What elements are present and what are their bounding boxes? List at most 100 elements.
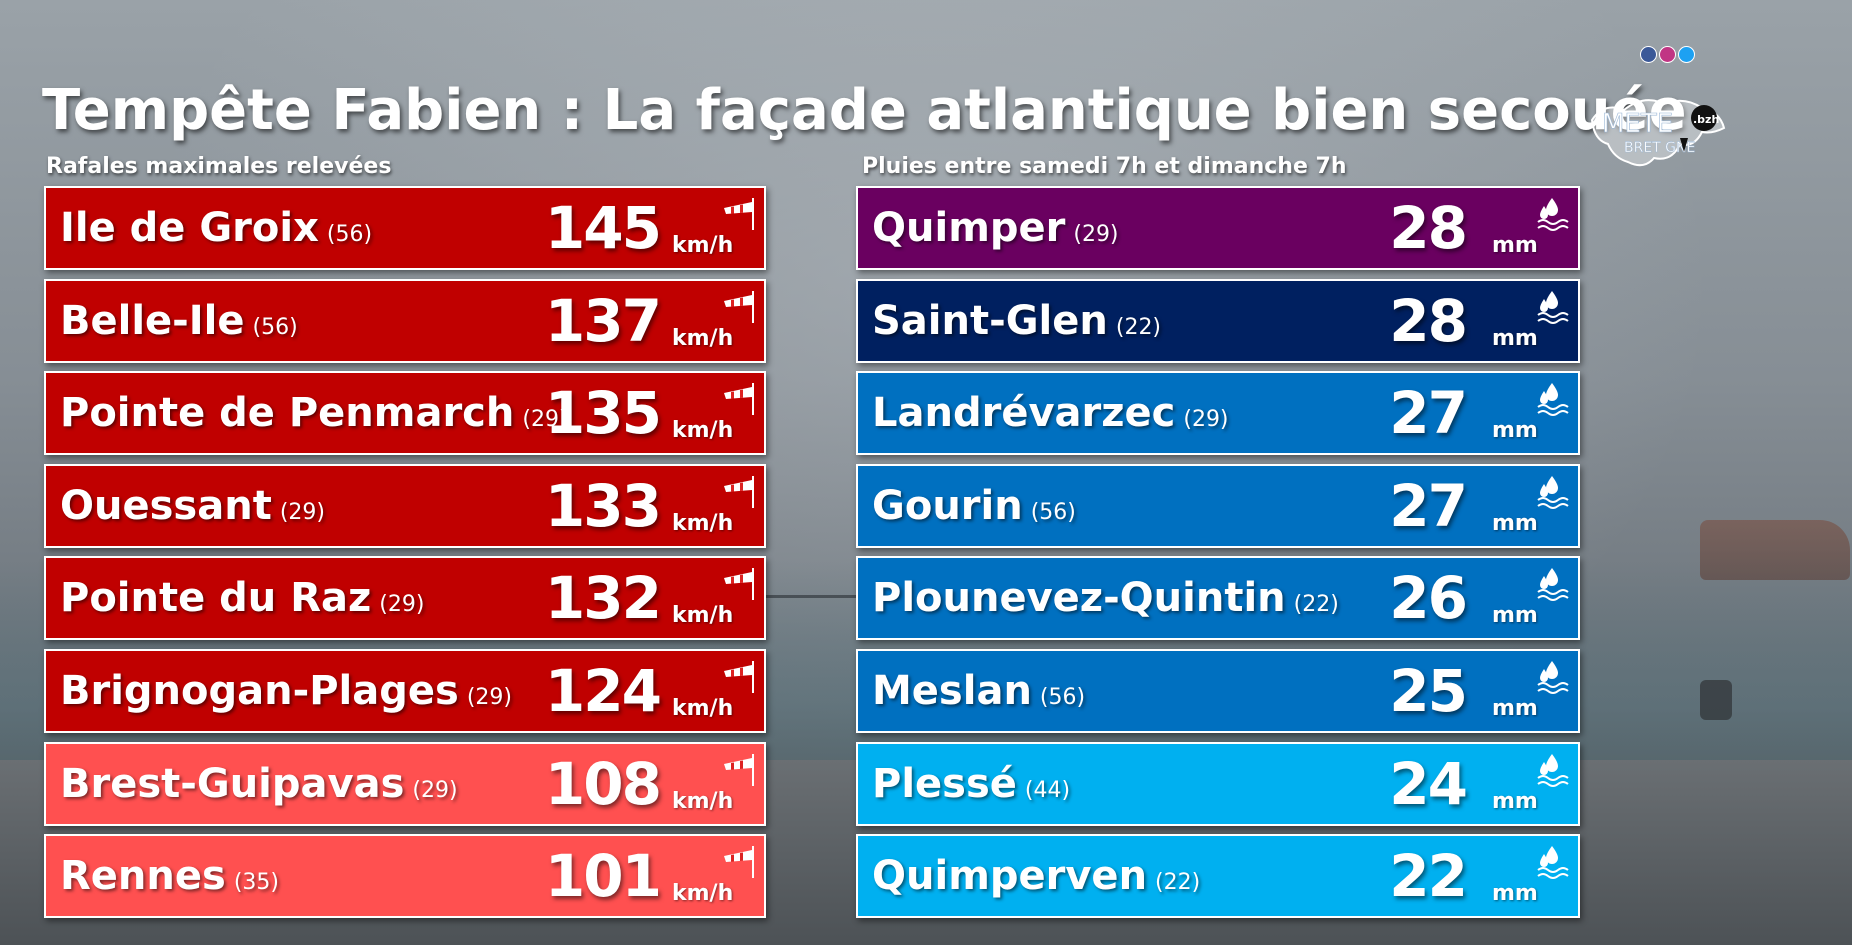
department-code: (29) (279, 499, 325, 525)
department-code: (29) (466, 684, 512, 710)
rain-row: Meslan (56) 25 mm (856, 648, 1580, 733)
department-code: (56) (326, 222, 373, 247)
department-code: (29) (1073, 222, 1119, 247)
social-icons (1640, 46, 1695, 63)
gust-unit: km/h (672, 603, 734, 629)
rain-value: 22 (1389, 842, 1468, 911)
rain-unit: mm (1492, 233, 1538, 258)
gust-value: 124 (544, 656, 662, 725)
gust-unit: km/h (672, 788, 734, 814)
station-name: Ile de Groix (56) (60, 205, 372, 251)
station-name: Meslan (56) (872, 668, 1085, 714)
rain-row: Landrévarzec (29) 27 mm (856, 371, 1580, 456)
rain-row: Plounevez-Quintin (22) 26 mm (856, 556, 1580, 641)
rain-drops-icon (1534, 196, 1570, 232)
gust-unit: km/h (672, 510, 734, 536)
gust-unit: km/h (672, 233, 734, 258)
windsock-icon (720, 474, 756, 510)
station-name: Plessé (44) (872, 761, 1070, 807)
rain-row: Gourin (56) 27 mm (856, 463, 1580, 548)
station-label: Quimperven (872, 853, 1148, 900)
station-label: Belle-Ile (60, 297, 245, 344)
rain-unit: mm (1492, 325, 1538, 351)
rain-row: Plessé (44) 24 mm (856, 741, 1580, 826)
station-label: Saint-Glen (872, 297, 1108, 344)
rain-unit: mm (1492, 695, 1538, 721)
department-code: (29) (379, 592, 425, 618)
station-name: Saint-Glen (22) (872, 298, 1161, 344)
gust-row: Brest-Guipavas (29) 108 km/h (44, 741, 766, 826)
gust-row: Pointe du Raz (29) 132 km/h (44, 556, 766, 641)
department-code: (22) (1155, 870, 1201, 896)
instagram-icon[interactable] (1659, 46, 1676, 63)
rain-unit: mm (1492, 881, 1538, 907)
gust-value: 137 (544, 286, 662, 355)
station-name: Quimperven (22) (872, 853, 1200, 899)
windsock-icon (720, 289, 756, 325)
windsock-icon (720, 659, 756, 695)
station-label: Quimper (872, 205, 1066, 251)
gust-row: Pointe de Penmarch (29) 135 km/h (44, 371, 766, 456)
rain-list: Quimper (29) 28 mm Saint-Glen (22) 28 mm Landrév… (856, 186, 1580, 927)
facebook-icon[interactable] (1640, 46, 1657, 63)
gust-row: Belle-Ile (56) 137 km/h (44, 278, 766, 363)
station-label: Brignogan-Plages (60, 667, 459, 714)
department-code: (56) (1030, 499, 1076, 525)
station-name: Brest-Guipavas (29) (60, 761, 458, 807)
station-name: Brignogan-Plages (29) (60, 668, 512, 714)
department-code: (22) (1293, 592, 1339, 618)
rain-drops-icon (1534, 289, 1570, 325)
gust-row: Brignogan-Plages (29) 124 km/h (44, 648, 766, 733)
department-code: (44) (1024, 777, 1071, 803)
gust-unit: km/h (672, 325, 734, 351)
station-name: Quimper (29) (872, 205, 1119, 251)
station-label: Meslan (872, 667, 1032, 714)
meteo-bretagne-logo: METE .bzh BRET GNE (1590, 99, 1726, 167)
rain-drops-icon (1534, 659, 1570, 695)
department-code: (56) (252, 314, 298, 340)
windsock-icon (720, 381, 756, 417)
rain-drops-icon (1534, 566, 1570, 602)
rain-unit: mm (1492, 788, 1538, 814)
gust-unit: km/h (672, 418, 734, 444)
department-code: (29) (412, 777, 458, 803)
windsock-icon (720, 566, 756, 602)
station-name: Landrévarzec (29) (872, 390, 1229, 436)
gust-unit: km/h (672, 695, 734, 721)
gust-unit: km/h (672, 881, 734, 907)
rain-value: 28 (1389, 194, 1468, 262)
rain-subtitle: Pluies entre samedi 7h et dimanche 7h (862, 154, 1347, 179)
station-label: Ouessant (60, 482, 272, 529)
svg-text:.bzh: .bzh (1693, 113, 1719, 126)
station-name: Ouessant (29) (60, 483, 325, 529)
rain-value: 24 (1389, 749, 1468, 818)
page-title: Tempête Fabien : La façade atlantique bi… (42, 78, 1687, 143)
gust-value: 108 (544, 749, 662, 818)
station-name: Belle-Ile (56) (60, 298, 298, 344)
rain-row: Quimper (29) 28 mm (856, 186, 1580, 270)
gust-value: 135 (544, 379, 662, 448)
station-label: Brest-Guipavas (60, 760, 405, 807)
rain-value: 27 (1389, 379, 1468, 448)
gusts-list: Ile de Groix (56) 145 km/h Belle-Ile (56) 137 k… (44, 186, 766, 927)
station-label: Ile de Groix (60, 205, 319, 251)
station-name: Pointe de Penmarch (29) (60, 390, 568, 436)
department-code: (22) (1115, 314, 1162, 340)
station-label: Rennes (60, 853, 226, 900)
rain-drops-icon (1534, 474, 1570, 510)
station-label: Pointe du Raz (60, 575, 372, 622)
station-name: Rennes (35) (60, 853, 279, 899)
gust-row: Ouessant (29) 133 km/h (44, 463, 766, 548)
twitter-icon[interactable] (1678, 46, 1695, 63)
gust-value: 133 (544, 471, 662, 540)
rain-value: 27 (1389, 471, 1468, 540)
gust-value: 101 (544, 842, 662, 911)
rain-drops-icon (1534, 381, 1570, 417)
gust-value: 145 (544, 194, 662, 262)
rain-unit: mm (1492, 603, 1538, 629)
department-code: (35) (233, 870, 279, 896)
gust-value: 132 (544, 564, 662, 633)
department-code: (29) (522, 407, 568, 433)
rain-value: 26 (1389, 564, 1468, 633)
gust-row: Ile de Groix (56) 145 km/h (44, 186, 766, 270)
